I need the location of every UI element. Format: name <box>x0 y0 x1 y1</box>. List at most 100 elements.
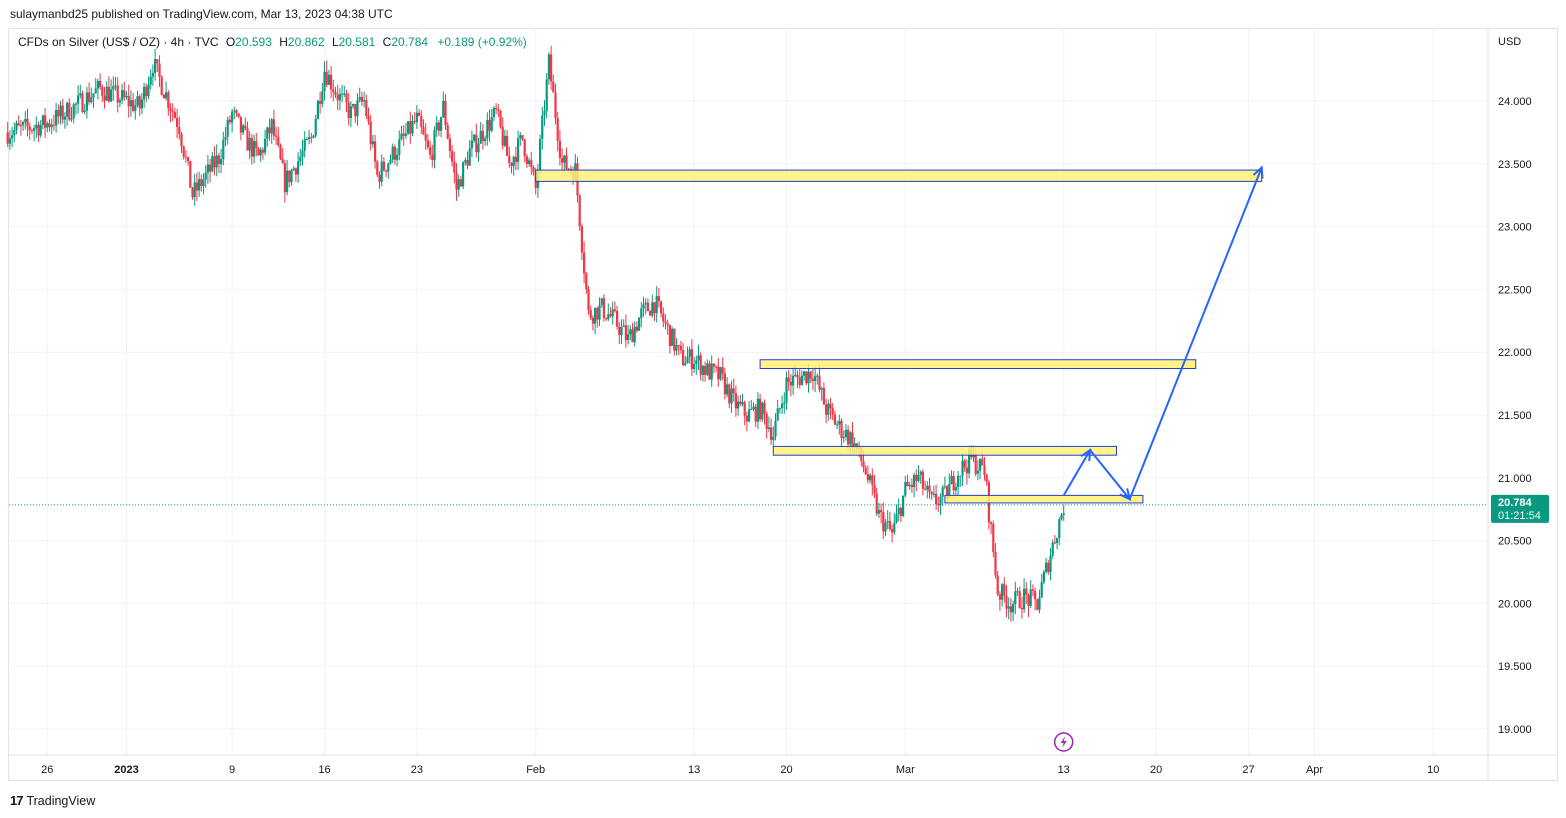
time-tick-label: 2023 <box>114 764 138 776</box>
candle-body <box>957 475 960 487</box>
zone-resistance-21.2[interactable] <box>772 445 1117 456</box>
candle-body <box>1014 591 1017 605</box>
candle-body <box>50 124 53 128</box>
candle-body <box>666 323 669 326</box>
candle-body <box>191 187 194 198</box>
candle-body <box>253 140 256 157</box>
candle-body <box>851 432 854 449</box>
candle-body <box>998 594 1001 600</box>
candle-body <box>563 155 566 163</box>
candle-body <box>1040 582 1043 598</box>
candle-body <box>367 116 370 122</box>
candle-body <box>468 148 471 166</box>
candle-body <box>1047 562 1050 573</box>
candle-body <box>77 95 80 104</box>
candle-body <box>807 371 810 384</box>
candle-body <box>385 170 388 172</box>
candle-body <box>459 179 462 187</box>
candle-body <box>387 163 390 172</box>
candle-body <box>514 156 517 163</box>
candle-body <box>206 164 209 173</box>
candle-body <box>825 404 828 415</box>
candle-body <box>235 110 238 114</box>
candle-body <box>640 308 643 319</box>
candle-body <box>162 94 165 99</box>
candle-body <box>862 461 865 468</box>
candle-body <box>301 150 304 157</box>
zone-support-20.8[interactable] <box>944 494 1144 504</box>
candle-body <box>1056 537 1059 543</box>
candle-body <box>424 134 427 141</box>
candle-body <box>167 92 170 109</box>
candle-body <box>114 85 117 87</box>
candle-body <box>81 93 84 113</box>
candle-body <box>213 156 216 168</box>
candle-body <box>525 156 528 165</box>
candle-body <box>129 100 132 107</box>
tradingview-logo[interactable]: 17 TradingView <box>10 793 95 808</box>
candle-body <box>147 84 150 97</box>
candle-body <box>261 149 264 153</box>
candle-body <box>400 133 403 140</box>
projection-path[interactable] <box>1062 167 1263 502</box>
candle-body <box>831 408 834 415</box>
candle-body <box>277 136 280 146</box>
candle-body <box>932 493 935 495</box>
candle-body <box>789 381 792 386</box>
legend-high-label: H <box>279 35 288 49</box>
candle-body <box>1005 595 1008 609</box>
candle-body <box>283 163 286 193</box>
zone-resistance-21.9[interactable] <box>759 359 1197 370</box>
candle-body <box>805 371 808 384</box>
candle-body <box>303 139 306 151</box>
candle-body <box>849 432 852 445</box>
candle-body <box>715 366 718 368</box>
candle-body <box>796 374 799 378</box>
candle-body <box>609 314 612 317</box>
chart-frame <box>8 28 1558 781</box>
candle-body <box>605 317 608 320</box>
candle-body <box>154 59 157 73</box>
price-tick-label: 22.000 <box>1498 347 1532 359</box>
candle-body <box>41 115 44 125</box>
candle-body <box>448 138 451 152</box>
candle-body <box>776 408 779 421</box>
candle-body <box>893 522 896 533</box>
candle-body <box>435 122 438 131</box>
candle-body <box>974 454 977 474</box>
projection-arrowhead <box>1252 165 1264 179</box>
candle-body <box>92 93 95 98</box>
candle-body <box>1020 607 1023 610</box>
candle-body <box>743 402 746 416</box>
legend-open-label: O <box>225 35 236 49</box>
candle-body <box>717 366 720 380</box>
candle-body <box>602 298 605 318</box>
candle-body <box>530 160 533 168</box>
candle-body <box>156 59 159 64</box>
candle-body <box>631 329 634 343</box>
candle-body <box>906 482 909 487</box>
zone-resistance-23.4[interactable] <box>535 169 1263 182</box>
candle-body <box>393 146 396 160</box>
candle-body <box>429 147 432 155</box>
candle-body <box>723 373 726 395</box>
candle-body <box>946 486 949 499</box>
candle-body <box>200 178 203 187</box>
candle-body <box>660 301 663 314</box>
candle-body <box>107 86 110 102</box>
candle-body <box>495 107 498 110</box>
candle-body <box>891 529 894 533</box>
candle-body <box>759 398 762 420</box>
candle-body <box>371 141 374 145</box>
candle-body <box>123 90 126 98</box>
candle-body <box>1009 606 1012 613</box>
candle-body <box>336 94 339 101</box>
candle-body <box>704 365 707 375</box>
candle-body <box>94 88 97 94</box>
time-tick-label: Feb <box>526 764 545 776</box>
candle-body <box>778 408 781 410</box>
candle-body <box>800 375 803 386</box>
candle-body <box>88 92 91 103</box>
candle-body <box>693 364 696 370</box>
